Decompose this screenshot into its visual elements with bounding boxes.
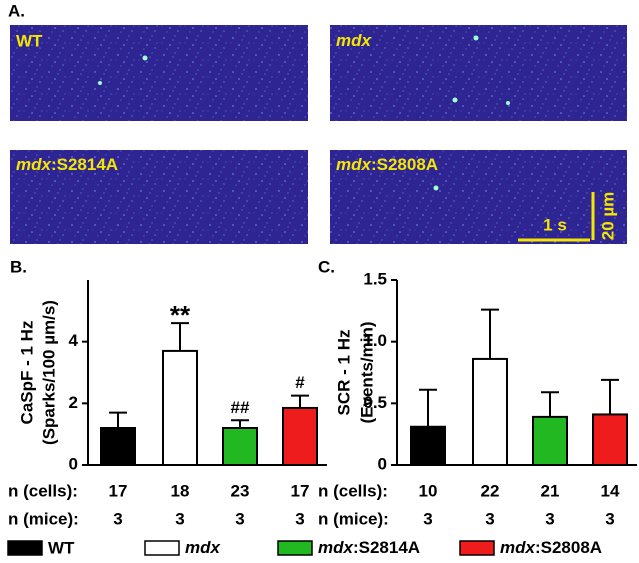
- annotation: #: [295, 373, 305, 392]
- spark: [452, 97, 458, 103]
- spark: [473, 35, 479, 41]
- legend-label: mdx:S2814A: [318, 538, 420, 557]
- count: 22: [481, 481, 500, 500]
- image: [330, 150, 627, 244]
- image: [10, 150, 308, 244]
- y-tick-label: 4: [69, 331, 79, 350]
- count: 3: [605, 509, 614, 528]
- count: 3: [485, 509, 494, 528]
- legend-label: WT: [48, 538, 75, 557]
- row-label: n (cells):: [318, 481, 388, 500]
- legend-swatch: [277, 540, 313, 556]
- y-axis-label: CaSpF - 1 Hz: [17, 321, 36, 425]
- bar: [162, 349, 198, 466]
- count: 21: [541, 481, 560, 500]
- y-axis-label: SCR - 1 Hz: [334, 330, 353, 416]
- y-tick-label: 0.5: [363, 393, 387, 412]
- annotation: **: [170, 300, 191, 330]
- y-tick-label: 0: [69, 454, 78, 473]
- spark: [506, 101, 510, 105]
- count: 17: [291, 481, 310, 500]
- count: 3: [235, 509, 244, 528]
- image: [10, 25, 308, 121]
- image-label: mdx:S2814A: [16, 155, 118, 174]
- y-tick-label: 0: [378, 454, 387, 473]
- legend-swatch: [7, 540, 43, 556]
- y-tick-label: 1.5: [363, 269, 387, 288]
- count: 3: [175, 509, 184, 528]
- image: [330, 25, 627, 121]
- spark: [142, 55, 148, 61]
- image-label: WT: [16, 31, 43, 50]
- row-label: n (mice):: [318, 509, 389, 528]
- y-tick-label: 1.0: [363, 331, 387, 350]
- spark: [433, 185, 439, 191]
- count: 3: [545, 509, 554, 528]
- legend-label: mdx: [185, 538, 222, 557]
- count: 3: [295, 509, 304, 528]
- image-label: mdx:S2808A: [336, 155, 438, 174]
- y-axis-label: (Sparks/100 µm/s): [39, 300, 58, 445]
- image-panels: 1 s 20 µm: [10, 25, 627, 244]
- bar: [472, 357, 508, 466]
- annotation: ##: [231, 398, 250, 417]
- bar: [532, 415, 568, 466]
- scale-label: 20 µm: [598, 192, 617, 241]
- count: 17: [109, 481, 128, 500]
- panel-label: C.: [318, 257, 335, 276]
- panel-label: B.: [10, 257, 27, 276]
- row-label: n (cells):: [8, 481, 78, 500]
- count: 3: [113, 509, 122, 528]
- scale-label: 1 s: [543, 215, 567, 234]
- image-label: mdx: [336, 31, 373, 50]
- bar: [222, 427, 258, 466]
- bar: [592, 413, 628, 466]
- bar: [410, 425, 446, 466]
- count: 14: [601, 481, 620, 500]
- count: 3: [423, 509, 432, 528]
- legend-swatch: [144, 540, 180, 556]
- bar: [282, 406, 318, 467]
- legend-swatch: [459, 540, 495, 556]
- count: 10: [419, 481, 438, 500]
- y-axis-label: (Events/min): [357, 321, 376, 423]
- legend-label: mdx:S2808A: [500, 538, 602, 557]
- count: 23: [231, 481, 250, 500]
- panel-label: A.: [8, 1, 25, 20]
- row-label: n (mice):: [8, 509, 79, 528]
- y-tick-label: 2: [69, 393, 78, 412]
- bar: [100, 427, 136, 466]
- spark: [98, 81, 102, 85]
- count: 18: [171, 481, 190, 500]
